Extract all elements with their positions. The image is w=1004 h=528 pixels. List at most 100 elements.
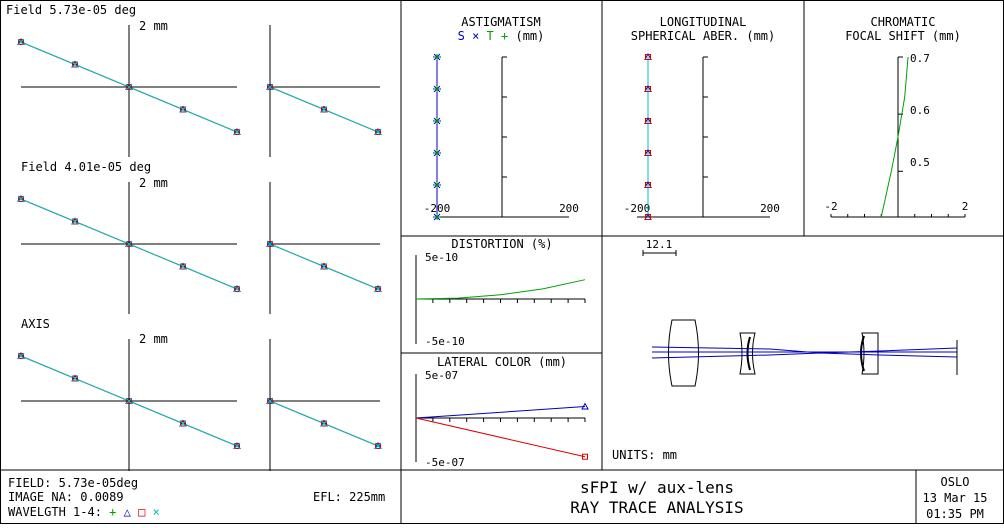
fan1-tan-marker-sq-1	[72, 61, 78, 68]
footer-efl: EFL: 225mm	[313, 490, 385, 504]
fan2-tan-marker-x-1-b	[71, 218, 79, 225]
distortion-plot: DISTORTION (%) 5e-10 -5e-10	[425, 237, 553, 348]
chrom-title-2: FOCAL SHIFT (mm)	[845, 29, 961, 43]
fan2-tan-marker-sq-1	[72, 218, 78, 225]
dist-title: DISTORTION (%)	[451, 237, 552, 251]
field-label-1: Field 5.73e-05 deg	[6, 3, 136, 17]
lens-3	[861, 332, 879, 375]
chromatic-focal-shift-plot: CHROMATIC FOCAL SHIFT (mm) -2 2 0.7 0.6 …	[824, 15, 968, 213]
chrom-xmin: -2	[824, 200, 837, 213]
astig-xmax: 200	[559, 202, 579, 215]
lens-layout: 12.1 UNITS: mm	[612, 238, 677, 462]
fan1-tan-marker-x-4	[233, 128, 241, 136]
fan3-tan-marker-sq-0	[18, 353, 24, 359]
layout-scale-label: 12.1	[646, 238, 673, 251]
sph-marker-sq-3	[645, 118, 651, 124]
fan1-tan-marker-sq-0	[18, 39, 24, 45]
astigmatism-plot: ASTIGMATISM S × T + (mm) -200 200	[424, 15, 579, 215]
footer-wavelength: WAVELGTH 1-4: + △ □ ×	[8, 505, 160, 519]
astig-legend: S × T + (mm)	[458, 29, 545, 43]
fan3-tan-marker-sq-3	[180, 420, 186, 427]
fan3-tan-marker-x-0-b	[17, 352, 25, 360]
fan3-sag-marker-x-1	[320, 420, 328, 427]
fan2-sag-marker-sq-0	[267, 241, 273, 247]
fan2-tan-marker-x-4	[233, 285, 241, 293]
latc-ymax: 5e-07	[425, 369, 458, 382]
fan3-sag-marker-x-2	[374, 442, 382, 450]
sph-title-1: LONGITUDINAL	[660, 15, 747, 29]
astig-t-marker-4	[434, 86, 440, 92]
footer-time: 01:35 PM	[926, 507, 984, 521]
lens-1	[668, 319, 699, 387]
fan3-tan-marker-x-1	[71, 375, 79, 382]
fan1-sag-marker-sq-1	[321, 106, 327, 113]
fan3-tan-marker-sq-2	[126, 398, 132, 404]
fan1-tan-marker-x-1-b	[71, 61, 79, 68]
chart-marks	[17, 25, 966, 471]
fan-scale-1: 2 mm	[139, 19, 168, 33]
chrom-ytick-0.6: 0.6	[910, 104, 930, 117]
footer-program: OSLO	[941, 475, 970, 489]
astig-t-marker-0	[434, 214, 440, 220]
fan2-sag-marker-sq-2	[375, 286, 381, 292]
fan2-sag-marker-x-0	[266, 240, 274, 248]
fan3-sag-marker-x-0-b	[266, 397, 274, 405]
astig-title: ASTIGMATISM	[461, 15, 540, 29]
sph-marker-sq-2	[645, 150, 651, 156]
fan2-tan-marker-sq-4	[234, 286, 240, 292]
fan1-tan-marker-sq-3	[180, 106, 186, 113]
dist-curve	[415, 279, 586, 300]
footer-title-1: sFPI w/ aux-lens	[580, 478, 734, 497]
fan3-sag-marker-x-1-b	[320, 420, 328, 427]
chrom-ytick-0.5: 0.5	[910, 156, 930, 169]
sph-xmin: -200	[624, 202, 651, 215]
fan1-sag-marker-x-2	[374, 128, 382, 136]
lens-2-surface	[746, 336, 751, 371]
fan3-tan-marker-x-2-b	[125, 397, 133, 405]
footer-info: FIELD: 5.73e-05deg IMAGE NA: 0.0089 WAVE…	[8, 475, 988, 521]
sph-xmax: 200	[760, 202, 780, 215]
fan2-sag-marker-x-1-b	[320, 263, 328, 270]
fan1-tan-marker-x-4-b	[233, 128, 241, 136]
fan2-tan-marker-x-0-b	[17, 195, 25, 203]
fan3-tan-marker-x-4-b	[233, 442, 241, 450]
dist-ymin: -5e-10	[425, 335, 465, 348]
lens-2	[739, 332, 756, 375]
fan2-sag-marker-x-0-b	[266, 240, 274, 248]
ray-lower	[651, 352, 958, 359]
fan3-tan-marker-x-2	[125, 397, 133, 405]
sph-marker-sq-0	[645, 214, 651, 220]
fan2-tan-marker-x-4-b	[233, 285, 241, 293]
latc-red-marker	[582, 453, 588, 460]
fan2-tan-marker-x-1	[71, 218, 79, 225]
fan1-sag-marker-x-0-b	[266, 83, 274, 91]
latc-red-curve	[415, 417, 586, 458]
latc-blue-marker	[581, 402, 589, 410]
field-label-3: AXIS	[21, 317, 50, 331]
fan1-tan-marker-x-3-b	[179, 106, 187, 113]
fan3-tan-marker-x-0	[17, 352, 25, 360]
fan3-sag-marker-sq-0	[267, 398, 273, 404]
astig-t-marker-3	[434, 118, 440, 124]
fan1-tan-marker-x-3	[179, 106, 187, 113]
footer-title-2: RAY TRACE ANALYSIS	[570, 498, 743, 517]
fan1-tan-marker-x-1	[71, 61, 79, 68]
fan3-sag-marker-x-2-b	[374, 442, 382, 450]
fan3-tan-marker-sq-1	[72, 375, 78, 382]
lateral-color-plot: LATERAL COLOR (mm) 5e-07 -5e-07	[425, 355, 567, 469]
field-label-2: Field 4.01e-05 deg	[21, 160, 151, 174]
spherical-aberration-plot: LONGITUDINAL SPHERICAL ABER. (mm) -200 2…	[624, 15, 780, 215]
fan1-tan-marker-sq-4	[234, 129, 240, 135]
ray-fan-plots: Field 5.73e-05 deg 2 mm Field 4.01e-05 d…	[6, 3, 168, 346]
astig-t-marker-5	[434, 54, 440, 60]
chrom-curve	[880, 56, 909, 218]
fan2-tan-marker-x-0	[17, 195, 25, 203]
fan2-sag-marker-x-1	[320, 263, 328, 270]
footer-date: 13 Mar 15	[922, 491, 987, 505]
fan1-sag-marker-sq-2	[375, 129, 381, 135]
fan2-tan-marker-x-3-b	[179, 263, 187, 270]
fan2-tan-marker-sq-2	[126, 241, 132, 247]
dist-ymax: 5e-10	[425, 251, 458, 264]
fan1-sag-marker-x-2-b	[374, 128, 382, 136]
